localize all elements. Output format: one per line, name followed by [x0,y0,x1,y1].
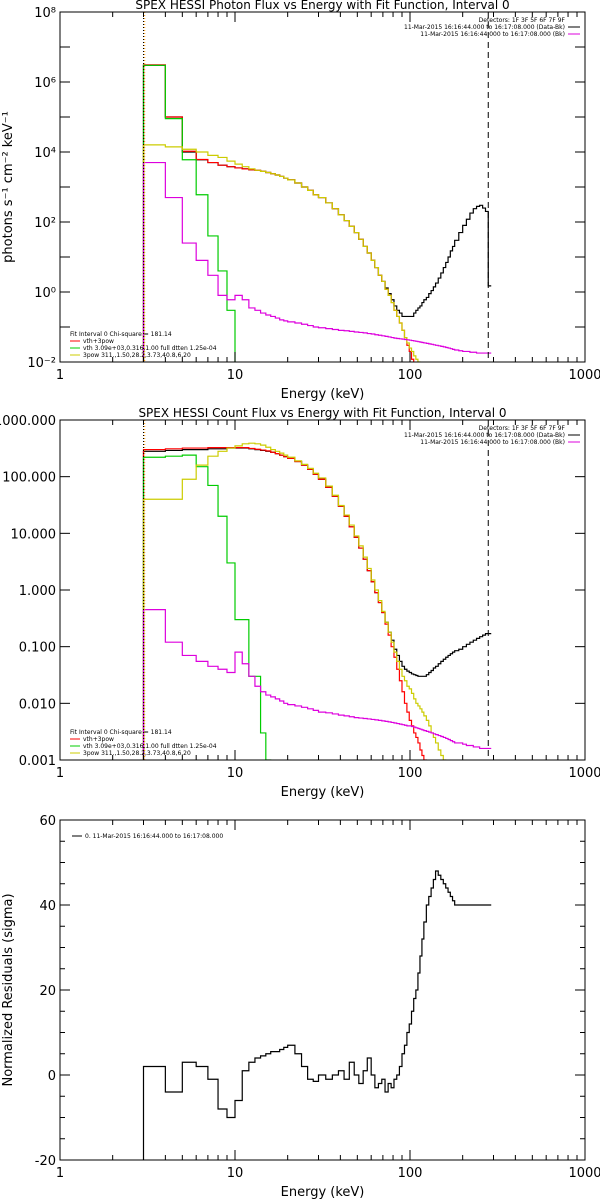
series-line-5 [142,161,492,362]
y-tick-label: 0.010 [19,697,56,712]
y-tick-label: 10⁰ [34,286,56,301]
legend-entry: Fit Interval 0 Chi-square = 181.14 [70,729,172,736]
y-tick-label: 0.001 [19,754,56,769]
legend-entry: 11-Mar-2015 16:16:44.000 to 16:17:08.000… [404,432,565,439]
x-tick-label: 100 [398,766,423,781]
y-tick-label: 1000.000 [0,414,56,429]
y-tick-label: 10² [34,216,56,231]
series-line-2 [142,447,427,760]
chart-panel-1: SPEX HESSI Photon Flux vs Energy with Fi… [1,0,600,402]
legend-entry: 0. 11-Mar-2015 16:16:44.000 to 16:17:08.… [85,833,223,840]
x-axis-label: Energy (keV) [281,1185,365,1200]
x-axis-label: Energy (keV) [281,387,365,402]
legend-entry: Detectors: 1F 3F 5F 6F 7F 9F [479,425,566,432]
x-axis-label: Energy (keV) [281,785,365,800]
series-line-1 [142,447,492,760]
chart-panel-3: 1 10 100 1000 Energy (keV) -20 0 20 40 60 Normaliz… [1,814,600,1200]
x-tick-label: 10 [227,368,244,383]
series-line-1 [142,64,492,362]
x-tick-label: 10 [227,1166,244,1181]
legend-entry: Fit Interval 0 Chi-square = 181.14 [70,331,172,338]
axes-box [59,819,586,1161]
y-tick-label: 10⁶ [34,76,56,91]
x-tick-label: 1000 [568,1166,600,1181]
series-line-4 [142,442,447,760]
x-tick-label: 1 [56,766,64,781]
y-tick-label: 40 [39,899,56,914]
series-line-1 [142,870,492,1160]
series-line-3 [142,64,236,362]
series-line-5 [142,609,492,760]
y-axis-label: Normalized Residuals (sigma) [1,893,16,1086]
y-tick-label: 60 [39,814,56,829]
chart-title: SPEX HESSI Count Flux vs Energy with Fit… [138,406,506,420]
legend-entry: vth 3.09e+03,0.316,1.00 full dtten 1.25e… [83,345,217,352]
x-tick-label: 10 [227,766,244,781]
series-line-4 [142,144,421,362]
legend-entry: vth+3pow [83,338,114,345]
y-tick-label: 10⁸ [34,6,56,21]
y-tick-label: 10⁻² [27,356,56,371]
x-tick-label: 1 [56,1166,64,1181]
y-tick-label: 1.000 [19,584,56,599]
chart-panel-2: SPEX HESSI Count Flux vs Energy with Fit… [0,406,600,800]
plot-area [142,870,492,1160]
y-tick-label: -20 [35,1154,56,1169]
legend-entry: 3pow 311.,1.50,28.2,3.73,40.8,6.20 [83,750,191,757]
legend-entry: vth 3.09e+03,0.316,1.00 full dtten 1.25e… [83,743,217,750]
y-tick-label: 0 [48,1069,56,1084]
y-tick-label: 10⁴ [34,146,56,161]
y-tick-label: 10.000 [11,527,57,542]
legend-entry: 11-Mar-2015 16:16:44.000 to 16:17:08.000… [420,31,565,38]
y-tick-label: 0.100 [19,641,56,656]
x-tick-label: 100 [398,1166,423,1181]
legend-entry: 11-Mar-2015 16:16:44.000 to 16:17:08.000… [420,439,565,446]
legend-entry: 3pow 311.,1.50,28.2,3.73,40.8,6.20 [83,352,191,359]
x-tick-label: 100 [398,368,423,383]
y-tick-label: 20 [39,984,56,999]
y-tick-label: 100.000 [2,471,56,486]
x-tick-label: 1000 [568,368,600,383]
chart-title: SPEX HESSI Photon Flux vs Energy with Fi… [135,0,509,12]
y-axis-label: photons s⁻¹ cm⁻² keV⁻¹ [1,111,16,263]
legend-entry: 11-Mar-2015 16:16:44.000 to 16:17:08.000… [404,24,565,31]
plot-area [142,420,492,760]
axes-box [59,11,586,363]
plot-area [142,12,492,362]
series-line-3 [142,454,272,760]
x-tick-label: 1000 [568,766,600,781]
x-tick-label: 1 [56,368,64,383]
legend-entry: vth+3pow [83,736,114,743]
legend-entry: Detectors: 1F 3F 5F 6F 7F 9F [479,17,566,24]
axes-box [59,419,586,761]
